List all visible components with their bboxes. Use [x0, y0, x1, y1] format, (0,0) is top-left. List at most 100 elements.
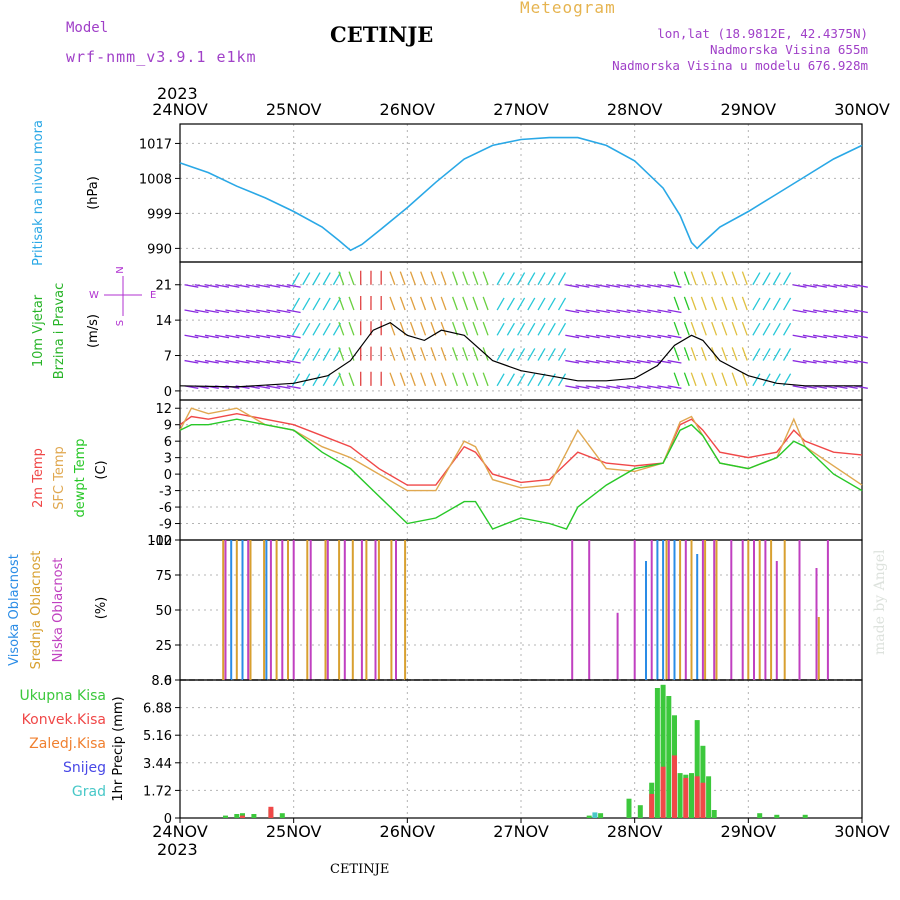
wind-arrow [472, 271, 479, 285]
wind-arrow [700, 296, 707, 311]
wind-arrow [683, 372, 690, 387]
wind-arrow [506, 348, 515, 361]
precip-bar [802, 814, 808, 818]
wind-arrow [762, 272, 771, 286]
cloud-bar [667, 540, 670, 680]
wind-arrow [245, 284, 260, 288]
cloud-bar [235, 540, 238, 680]
wind-arrow [302, 297, 311, 311]
cloud-bar [826, 540, 829, 680]
wind-arrow [399, 347, 406, 361]
location-label: lon,lat (18.9812E, 42.4375N) [657, 26, 868, 41]
wind-arrow [813, 284, 828, 288]
wind-arrow [204, 284, 219, 288]
wind-arrow [843, 334, 858, 339]
cloud-bar [395, 540, 397, 680]
wind-arrow [700, 271, 707, 285]
wind-arrow [506, 272, 515, 286]
wind-arrow [606, 359, 621, 364]
wind-arrow [752, 373, 761, 387]
precip-bar [700, 745, 706, 818]
wind-arrow [482, 296, 489, 311]
wind-arrow [833, 359, 848, 364]
cloud-bar [753, 540, 755, 680]
wind-arrow [683, 347, 690, 361]
wind-arrow [853, 309, 868, 314]
wind-arrow [291, 297, 301, 311]
wind-arrow [506, 322, 515, 336]
wind-arrow [823, 359, 838, 364]
wind-arrow [184, 334, 199, 339]
y-tick-label: 1.72 [143, 784, 172, 799]
wind-arrow [472, 321, 479, 336]
wind-arrow [245, 309, 260, 314]
wind-arrow [322, 272, 331, 286]
wind-arrow [557, 348, 567, 361]
cloud-bar [679, 540, 682, 680]
wind-arrow [741, 296, 748, 311]
wind-arrow [266, 334, 281, 339]
cloud-bar [306, 540, 309, 680]
y-tick-label: 0 [164, 812, 172, 827]
cloud-bar [775, 561, 778, 680]
wind-arrow [286, 385, 301, 389]
precip-bar [677, 773, 683, 818]
wind-arrow [256, 334, 271, 339]
precip-bar [694, 720, 700, 818]
wind-arrow [338, 372, 345, 387]
wind-arrow [741, 347, 748, 361]
wind-arrow [721, 296, 728, 311]
wind-arrow [496, 297, 505, 311]
wind-arrow [792, 284, 807, 288]
cloud-unit: (%) [94, 597, 109, 620]
cloud-bar [764, 540, 767, 680]
wind-arrow [731, 271, 738, 285]
cloud-bar [249, 540, 252, 680]
wind-arrow [527, 322, 536, 336]
cloud-bar [247, 540, 250, 680]
wind-arrow [348, 372, 355, 387]
wind-arrow [772, 322, 781, 336]
wind-arrow [557, 322, 567, 336]
wind-arrow [626, 309, 641, 314]
wind-arrow [690, 271, 697, 285]
model-altitude-label: Nadmorska Visina u modelu 676.928m [612, 58, 868, 73]
wind-arrow [647, 385, 662, 389]
cloud-bar [351, 540, 354, 680]
wind-arrow [792, 359, 807, 364]
wind-arrow [626, 334, 641, 339]
wind-arrow [256, 359, 271, 364]
wind-arrow [312, 322, 321, 336]
wind-arrow [420, 347, 427, 361]
wind-arrow [673, 321, 680, 336]
x-tick-label-top: 28NOV [607, 100, 663, 119]
wind-arrow [348, 321, 355, 336]
dewpt-label: dewpt Temp [73, 438, 88, 517]
wind-arrow [517, 297, 526, 311]
wind-arrow [225, 309, 240, 314]
wind-arrow [690, 296, 697, 311]
pressure-line [179, 136, 863, 252]
precip-bar [637, 805, 643, 818]
wind-arrow [204, 309, 219, 314]
x-tick-label-bottom: 24NOV [152, 822, 208, 841]
wind-arrow [215, 309, 230, 314]
y-tick-label: 3.44 [143, 757, 172, 772]
wind-arrow [225, 334, 240, 339]
precip-bar [757, 813, 763, 818]
wind-arrow [595, 385, 610, 389]
wind-arrow [565, 334, 580, 339]
wind-arrow [565, 284, 580, 288]
wind-arrow [276, 284, 291, 288]
wind-arrow [626, 284, 641, 288]
wind-arrow [647, 334, 662, 339]
cloud-bar [263, 540, 266, 680]
wind-arrow [537, 297, 546, 311]
cloud-bar [633, 540, 636, 680]
cloud-bar [309, 540, 312, 680]
wind-arrow [194, 359, 209, 364]
wind-arrow [557, 272, 567, 286]
panel-frame [179, 123, 863, 263]
wind-arrow [430, 372, 437, 387]
precip-legend-label: Ukupna Kisa [19, 688, 106, 704]
